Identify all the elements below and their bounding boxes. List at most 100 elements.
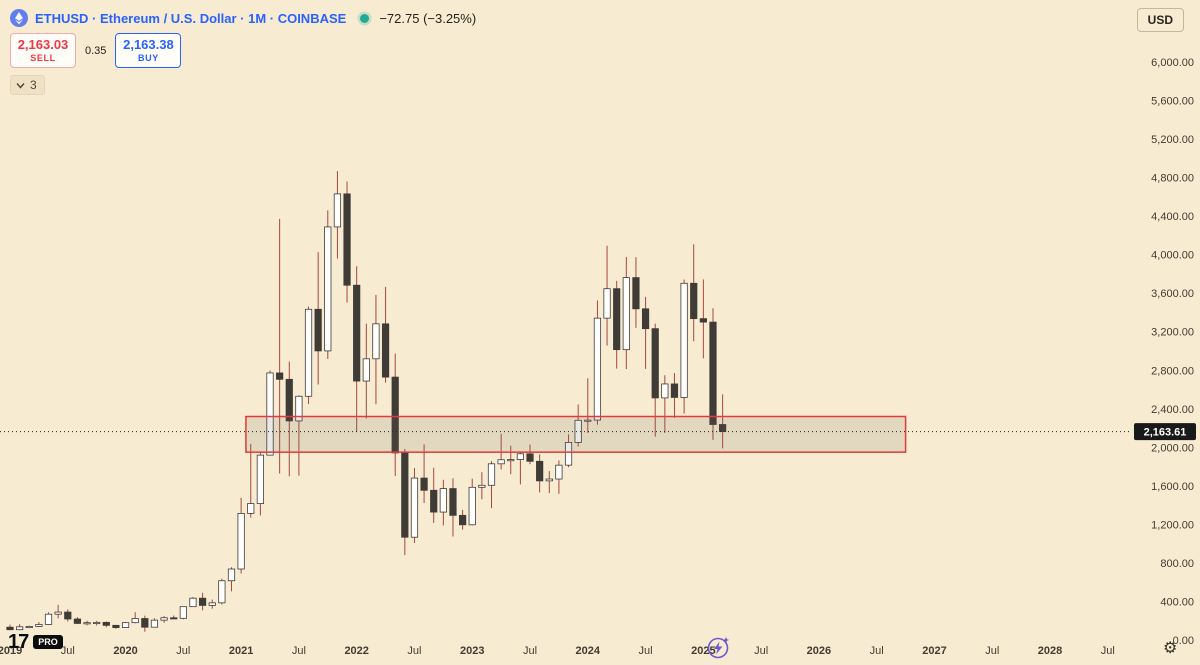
- candle-body: [295, 395, 303, 422]
- candle-body: [285, 378, 293, 422]
- time-axis-label: Jul: [61, 645, 75, 657]
- time-axis-label: Jul: [754, 645, 768, 657]
- price-axis-label: 2,800.00: [1151, 365, 1194, 377]
- time-axis-label: 2027: [922, 645, 946, 657]
- candle-body: [641, 308, 650, 330]
- candle-body: [121, 622, 130, 628]
- time-axis-label: 2026: [807, 645, 831, 657]
- time-axis-label: 2020: [113, 645, 137, 657]
- symbol-row: ETHUSD · Ethereum / U.S. Dollar · 1M · C…: [10, 8, 476, 28]
- candle-body: [353, 284, 361, 382]
- time-axis-label: 2021: [229, 645, 253, 657]
- candles: [6, 171, 727, 632]
- candle-body: [497, 459, 505, 465]
- chart-header: ETHUSD · Ethereum / U.S. Dollar · 1M · C…: [10, 8, 476, 95]
- candle-body: [102, 621, 110, 626]
- price-axis-label: 800.00: [1160, 558, 1194, 570]
- candle-body: [391, 376, 399, 454]
- time-axis-label: Jul: [523, 645, 537, 657]
- candle-body: [112, 624, 120, 628]
- candle-body: [468, 486, 476, 526]
- price-axis[interactable]: 0.00 400.00 800.00 1,200.00 1,600.00 2,000.00…: [1151, 57, 1194, 647]
- support-zone-rectangle[interactable]: [245, 415, 907, 453]
- candle-body: [526, 453, 534, 462]
- candle-body: [141, 618, 149, 628]
- candle-body: [651, 328, 659, 399]
- candle-body: [160, 617, 168, 621]
- candle-body: [189, 597, 197, 608]
- time-axis[interactable]: 2019 Jul 2020 Jul 2021 Jul 2022 Jul 2023 Jul 2024 J…: [0, 645, 1115, 657]
- time-axis-label: 2022: [344, 645, 368, 657]
- settings-gear-icon[interactable]: ⚙: [1163, 640, 1178, 657]
- candle-body: [430, 489, 438, 513]
- candle-body: [401, 452, 409, 538]
- tradingview-logo[interactable]: 17 PRO: [8, 632, 63, 652]
- candle-body: [266, 372, 274, 456]
- candle-body: [564, 442, 573, 466]
- candle-body: [198, 597, 207, 606]
- candle-body: [343, 193, 351, 286]
- sell-button[interactable]: 2,163.03 SELL: [10, 33, 76, 68]
- object-tree-count: 3: [30, 78, 37, 92]
- candle-body: [324, 226, 332, 352]
- candle-body: [170, 617, 178, 620]
- candle-body: [83, 622, 91, 625]
- candle-body: [613, 288, 621, 351]
- market-status-dot-icon[interactable]: [360, 13, 370, 23]
- candle-body: [276, 372, 284, 380]
- candle-body: [16, 626, 24, 631]
- time-axis-label: Jul: [1101, 645, 1115, 657]
- candle-body: [478, 484, 486, 488]
- trade-buttons-row: 2,163.03 SELL 0.35 2,163.38 BUY: [10, 33, 476, 68]
- candle-body: [574, 419, 582, 443]
- time-axis-label: 2019: [0, 645, 22, 657]
- object-tree-toggle[interactable]: 3: [10, 75, 45, 95]
- candle-body: [449, 488, 457, 516]
- time-axis-label: Jul: [176, 645, 190, 657]
- current-price-badge-text: 2,163.61: [1144, 427, 1187, 439]
- candle-body: [709, 321, 717, 425]
- price-axis-label: 3,200.00: [1151, 327, 1194, 339]
- candle-body: [584, 419, 592, 422]
- symbol-title[interactable]: ETHUSD · Ethereum / U.S. Dollar · 1M · C…: [35, 10, 347, 26]
- time-axis-label: Jul: [985, 645, 999, 657]
- time-axis-label: 2023: [460, 645, 484, 657]
- buy-price: 2,163.38: [123, 37, 174, 52]
- candle-body: [420, 477, 428, 491]
- time-axis-label: Jul: [407, 645, 421, 657]
- candle-body: [680, 282, 688, 398]
- candle-body: [372, 323, 380, 360]
- lightning-boost-icon[interactable]: [706, 635, 731, 660]
- time-axis-label: 2025: [691, 645, 715, 657]
- candle-body: [632, 277, 640, 310]
- price-axis-label: 400.00: [1160, 596, 1194, 608]
- sell-price: 2,163.03: [17, 37, 69, 52]
- candle-body: [410, 477, 419, 538]
- candle-body: [93, 621, 101, 624]
- candle-body: [487, 463, 496, 486]
- candle-body: [719, 424, 727, 432]
- price-axis-label: 3,600.00: [1151, 288, 1194, 300]
- candle-body: [507, 459, 515, 462]
- candle-body: [6, 626, 14, 631]
- currency-selector-button[interactable]: USD: [1136, 8, 1184, 32]
- price-axis-label: 4,800.00: [1151, 173, 1194, 185]
- candle-body: [381, 323, 390, 378]
- candle-body: [237, 513, 245, 570]
- price-axis-label: 5,600.00: [1151, 96, 1194, 108]
- candle-body: [536, 460, 544, 482]
- candle-body: [73, 618, 82, 624]
- price-axis-label: 5,200.00: [1151, 134, 1194, 146]
- buy-button[interactable]: 2,163.38 BUY: [115, 33, 182, 68]
- candle-body: [593, 317, 602, 421]
- candle-body: [516, 453, 524, 460]
- candle-body: [54, 611, 62, 615]
- candle-body: [555, 464, 563, 480]
- candle-body: [64, 611, 72, 620]
- ethereum-icon: [10, 9, 28, 27]
- price-axis-label: 1,200.00: [1151, 519, 1194, 531]
- price-axis-label: 6,000.00: [1151, 57, 1194, 69]
- candle-body: [218, 580, 226, 604]
- candle-body: [247, 503, 255, 514]
